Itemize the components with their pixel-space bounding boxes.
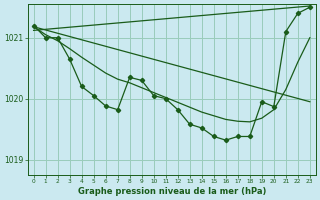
X-axis label: Graphe pression niveau de la mer (hPa): Graphe pression niveau de la mer (hPa) bbox=[77, 187, 266, 196]
